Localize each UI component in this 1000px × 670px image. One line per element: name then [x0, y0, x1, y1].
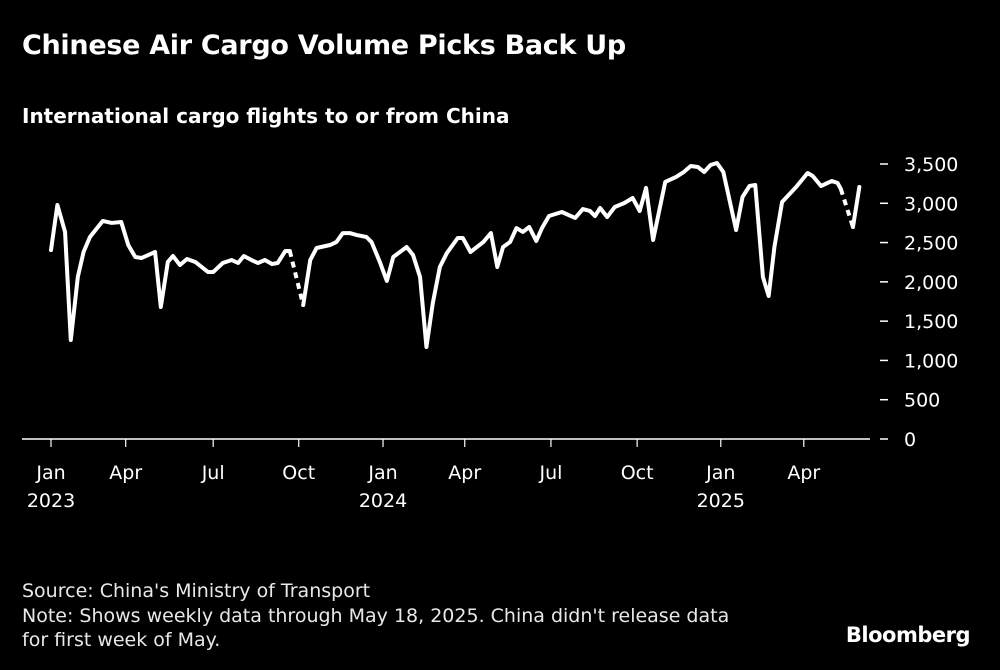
y-tick-label: 1,500 [904, 311, 958, 333]
x-tick-label: Oct [621, 462, 654, 484]
x-tick-label: Jan [35, 462, 65, 484]
y-tick-label: 3,000 [904, 193, 958, 215]
y-tick-label: 0 [904, 429, 916, 451]
x-tick-label: Oct [282, 462, 315, 484]
series-line-segment [850, 185, 862, 230]
series-line-segment [49, 203, 292, 342]
x-tick-label: Apr [109, 462, 142, 484]
series-line-segment [301, 160, 843, 349]
bloomberg-logo: Bloomberg [845, 623, 971, 647]
y-tick-label: 2,500 [904, 233, 958, 255]
y-tick-label: 500 [904, 390, 940, 412]
x-tick-label: Jan [367, 462, 397, 484]
x-year-label: 2023 [27, 490, 75, 512]
x-tick-label: Jul [201, 462, 225, 484]
x-year-label: 2024 [359, 490, 407, 512]
y-tick-label: 2,000 [904, 272, 958, 294]
footnote-line-2: for first week of May. [22, 629, 221, 651]
x-tick-label: Apr [787, 462, 820, 484]
x-tick-label: Jul [538, 462, 562, 484]
x-tick-label: Jan [705, 462, 735, 484]
y-tick-label: 1,000 [904, 350, 958, 372]
chart-subtitle: International cargo flights to or from C… [22, 104, 510, 128]
x-year-label: 2025 [697, 490, 745, 512]
footnote-line-1: Note: Shows weekly data through May 18, … [22, 605, 730, 627]
chart-title: Chinese Air Cargo Volume Picks Back Up [22, 30, 626, 61]
series-line-dashed-segment [287, 250, 306, 306]
series-line-dashed-segment [838, 188, 855, 228]
source-note: Source: China's Ministry of Transport [22, 580, 371, 602]
y-tick-label: 3,500 [904, 154, 958, 176]
x-tick-label: Apr [448, 462, 481, 484]
